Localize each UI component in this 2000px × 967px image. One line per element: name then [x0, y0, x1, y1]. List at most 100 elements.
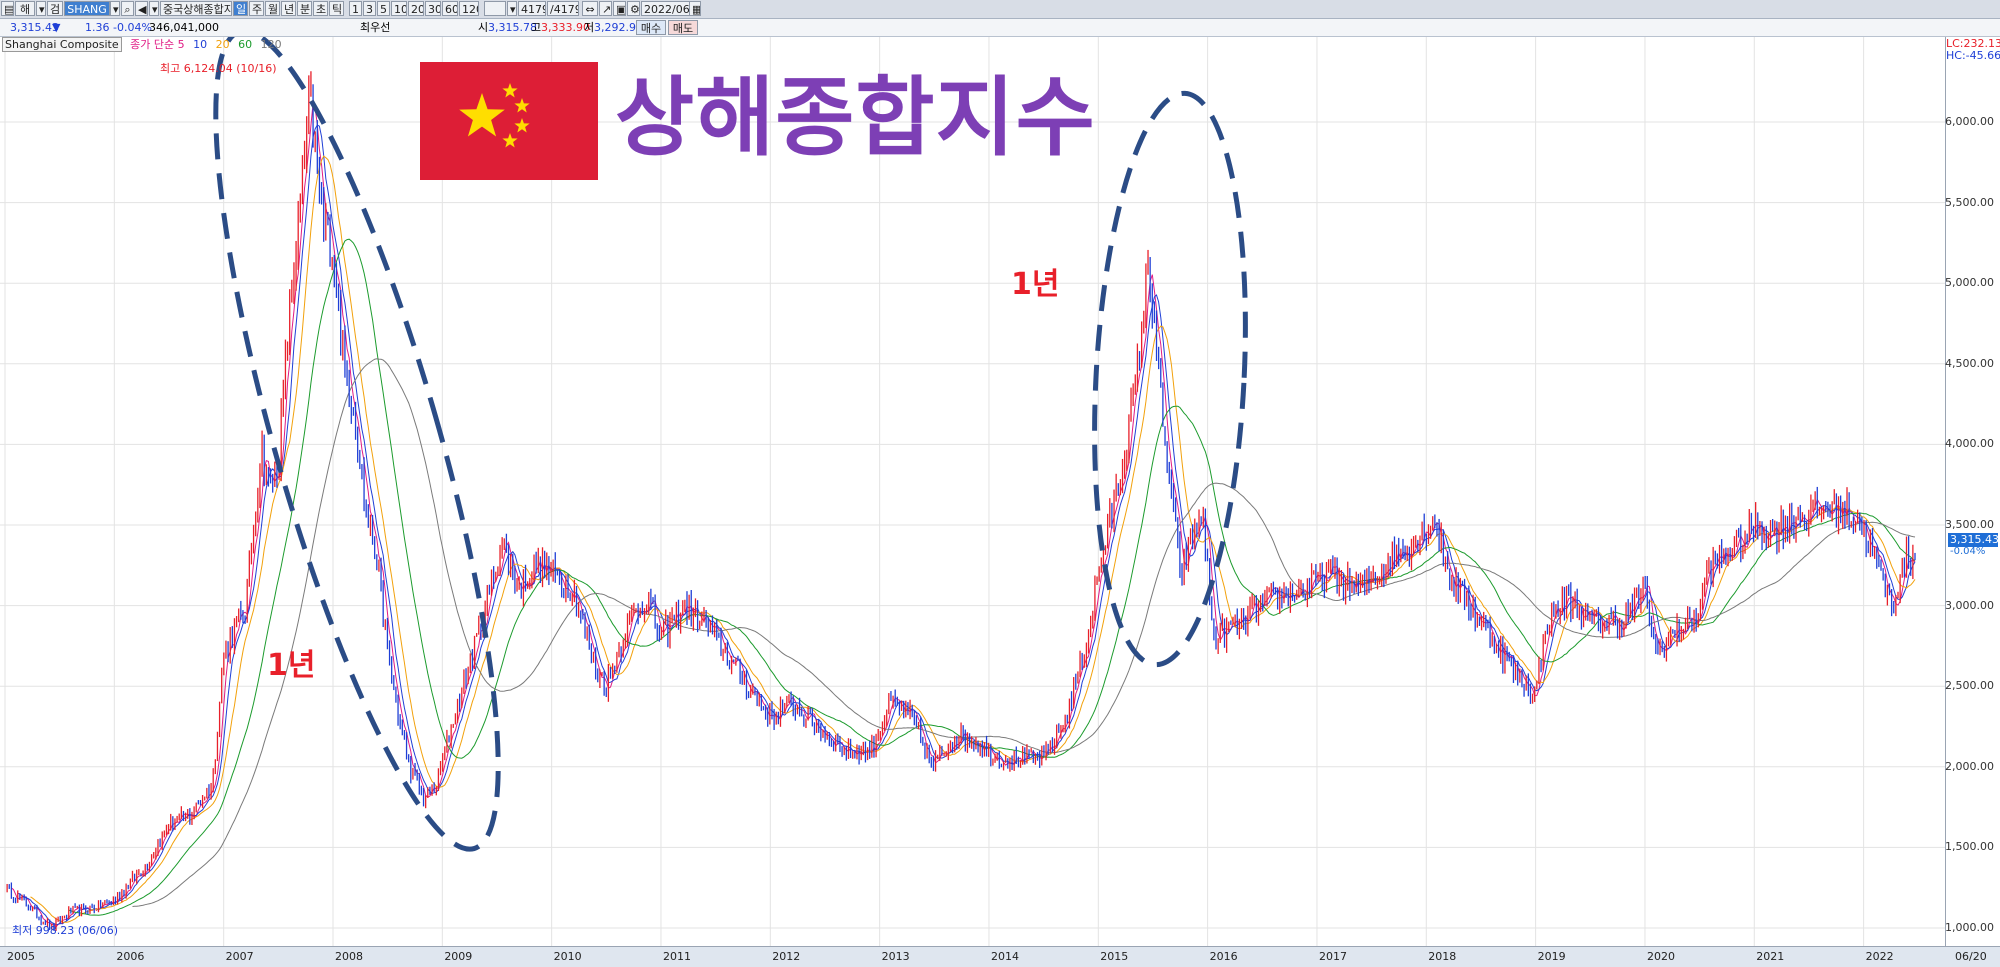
x-tick-label: 2020 [1646, 950, 1675, 963]
interval-60-button[interactable]: 60 [442, 1, 458, 16]
settings-icon[interactable]: ⚙ [627, 1, 640, 16]
low-label: 저 [584, 21, 595, 34]
toolbar: ▤ 해 ▾ 검 SHANG ▾ ⌕ ◀ ▾ 중국상해종합지 일 주 월 년 분 … [0, 0, 2000, 19]
sound-icon[interactable]: ◀ [135, 1, 148, 16]
search-mode-button[interactable]: 검 [47, 1, 63, 16]
period-week-button[interactable]: 주 [249, 1, 264, 16]
legend-ma5: 종가 단순 5 [130, 38, 185, 51]
x-tick-label: 2008 [334, 950, 363, 963]
lc-value: LC:232.13 [1946, 37, 2000, 50]
current-value-tag: 3,315.43 [1948, 533, 1999, 547]
legend-series-name: Shanghai Composite [2, 37, 122, 52]
interval-dropdown-icon[interactable]: ▾ [507, 1, 517, 16]
legend-ma120: 120 [260, 38, 282, 51]
code-input[interactable]: SHANG [64, 1, 110, 16]
grid [0, 37, 1945, 946]
low-price: 3,292.93 [594, 21, 643, 34]
interval-3-button[interactable]: 3 [363, 1, 376, 16]
y-tick-label: 3,500.00 [1945, 518, 1994, 531]
interval-custom-input[interactable] [484, 1, 506, 16]
date-input[interactable]: 2022/06/20 [641, 1, 701, 16]
x-tick-label: 2018 [1428, 950, 1457, 963]
code-dropdown-icon[interactable]: ▾ [110, 1, 120, 16]
annotation-1year-left: 1년 [267, 648, 316, 683]
x-tick-label: 2013 [881, 950, 910, 963]
zoom-icon[interactable]: ⇔ [582, 1, 598, 16]
hc-value: HC:-45.66 [1946, 49, 2000, 62]
interval-1-button[interactable]: 1 [349, 1, 362, 16]
search-icon[interactable]: ⌕ [121, 1, 134, 16]
current-price: 3,315.43 [10, 21, 59, 34]
x-tick-label: 2015 [1100, 950, 1129, 963]
menu-icon[interactable]: ▤ [1, 1, 14, 16]
dashed-ellipse-left [213, 37, 501, 852]
y-tick-label: 1,000.00 [1945, 921, 1994, 934]
overseas-button[interactable]: 해 [15, 1, 35, 16]
x-tick-label: 2006 [116, 950, 145, 963]
y-tick-label: 4,500.00 [1945, 356, 1994, 370]
x-tick-label: 2016 [1209, 950, 1238, 963]
trend-icon[interactable]: ↗ [599, 1, 612, 16]
period-day-button[interactable]: 일 [233, 1, 248, 16]
ma60-line [68, 238, 1916, 916]
legend-ma20: 20 [215, 38, 230, 51]
y-tick-label: 4,000.00 [1945, 437, 1994, 451]
dropdown-icon[interactable]: ▾ [36, 1, 46, 16]
y-tick-label: 3,000.00 [1945, 598, 1994, 612]
open-label: 시 [478, 21, 489, 34]
x-tick-label: 2010 [553, 950, 582, 963]
dashed-ellipse-right [1092, 90, 1248, 668]
interval-20-button[interactable]: 20 [408, 1, 424, 16]
interval-120-button[interactable]: 120 [459, 1, 479, 16]
y-tick-label: 5,000.00 [1945, 276, 1994, 290]
period-second-button[interactable]: 초 [313, 1, 328, 16]
best-price-label: 최우선 [360, 21, 391, 34]
china-flag [420, 62, 598, 180]
buy-button[interactable]: 매수 [636, 20, 666, 35]
save-icon[interactable]: ▣ [613, 1, 626, 16]
interval-30-button[interactable]: 30 [425, 1, 441, 16]
chart-area[interactable] [0, 37, 1946, 946]
high-label: 고 [531, 21, 542, 34]
down-arrow-icon: ▼ [52, 21, 61, 34]
ellipses [213, 37, 1248, 852]
count-total: /4179 [547, 1, 579, 16]
open-price: 3,315.78 [488, 21, 537, 34]
all-time-low-marker: 최저 998.23 (06/06) [12, 924, 119, 937]
lc-hc-box: LC:232.13 HC:-45.66 [1946, 38, 2000, 62]
current-change-tag: -0.04% [1950, 546, 1986, 557]
moving-averages [11, 102, 1916, 928]
x-tick-label: 2007 [225, 950, 254, 963]
sell-button[interactable]: 매도 [668, 20, 698, 35]
sound-dropdown-icon[interactable]: ▾ [149, 1, 159, 16]
y-tick-label: 2,000.00 [1945, 759, 1994, 773]
period-month-button[interactable]: 월 [265, 1, 280, 16]
x-tick-label: 2014 [990, 950, 1019, 963]
y-tick-label: 6,000.00 [1945, 115, 1994, 128]
legend: Shanghai Composite 종가 단순 5 10 20 60 120 [2, 37, 287, 52]
x-tick-label: 2011 [662, 950, 691, 963]
price-chart[interactable] [0, 37, 1945, 946]
interval-5-button[interactable]: 5 [377, 1, 390, 16]
x-tick-label: 2022 [1865, 950, 1894, 963]
interval-10-button[interactable]: 10 [391, 1, 407, 16]
legend-ma10: 10 [193, 38, 208, 51]
price-change-pct: -0.04% [113, 21, 152, 34]
y-tick-label: 5,500.00 [1945, 195, 1994, 209]
x-axis: 06/20 2005 2006 2007 2008 2009 2010 2011 2012 20… [0, 946, 2000, 967]
volume: 346,041,000 [149, 21, 219, 34]
period-year-button[interactable]: 년 [281, 1, 296, 16]
ma5-line [11, 102, 1916, 928]
price-change: 1.36 [85, 21, 110, 34]
name-field: 중국상해종합지 [160, 1, 232, 16]
period-minute-button[interactable]: 분 [297, 1, 312, 16]
x-tick-label: 2005 [7, 950, 35, 963]
count-input[interactable]: 4179 [518, 1, 546, 16]
y-tick-label: 2,500.00 [1945, 679, 1994, 693]
chart-title: 상해종합지수 [615, 68, 1096, 168]
calendar-icon[interactable]: ▦ [689, 1, 701, 16]
x-tick-label: 2017 [1318, 950, 1347, 963]
ma20-line [30, 155, 1916, 923]
period-tick-button[interactable]: 틱 [329, 1, 344, 16]
legend-ma60: 60 [238, 38, 253, 51]
